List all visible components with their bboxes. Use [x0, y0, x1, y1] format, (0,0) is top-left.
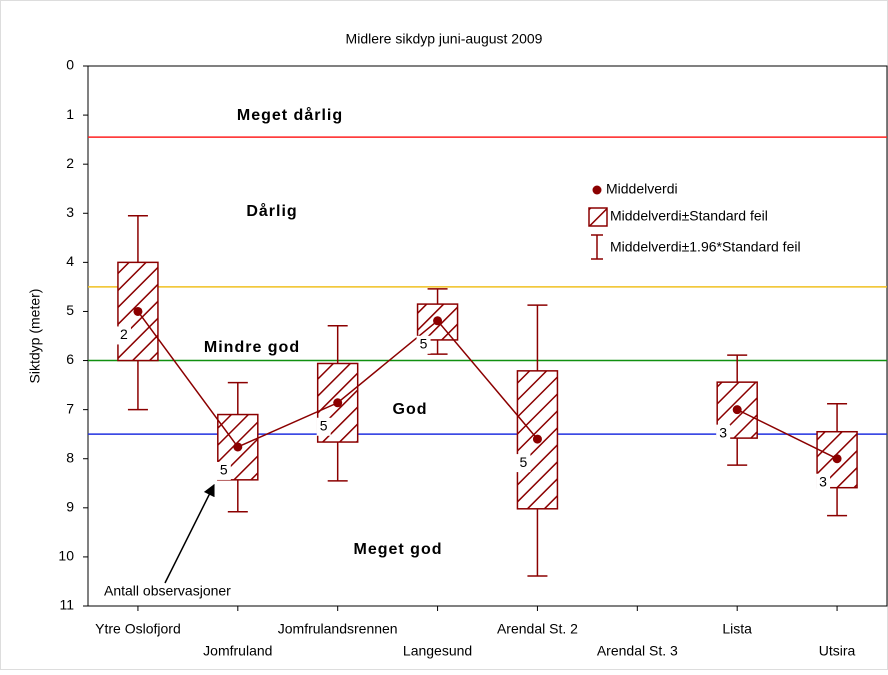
- mean-point: [133, 306, 143, 316]
- legend-marker: [588, 207, 608, 227]
- y-tick-label: 6: [66, 351, 74, 367]
- y-tick-label: 7: [66, 400, 74, 416]
- count-label: 2: [120, 326, 128, 342]
- y-tick-label: 10: [58, 548, 74, 564]
- count-label-bg: [416, 335, 431, 354]
- zone-label: Meget dårlig: [237, 106, 343, 124]
- legend-marker: [592, 185, 602, 195]
- count-label-bg: [716, 424, 731, 443]
- y-tick-label: 0: [66, 57, 74, 73]
- x-tick-label: Lista: [722, 621, 752, 637]
- legend-label: Middelverdi: [606, 181, 678, 197]
- y-tick-label: 4: [66, 253, 74, 269]
- annotation: Antall observasjoner: [104, 583, 231, 599]
- y-tick-label: 2: [66, 155, 74, 171]
- zone-label: Dårlig: [246, 202, 297, 220]
- y-tick-label: 8: [66, 449, 74, 465]
- count-label: 5: [320, 417, 328, 433]
- y-tick-label: 5: [66, 302, 74, 318]
- x-tick-label: Arendal St. 3: [597, 643, 678, 659]
- plot-area: [87, 65, 888, 607]
- count-label-bg: [816, 473, 831, 492]
- mean-point: [532, 434, 542, 444]
- mean-point: [832, 454, 842, 464]
- legend: [580, 176, 870, 266]
- x-tick-label: Langesund: [403, 643, 472, 659]
- y-tick-label: 11: [59, 597, 74, 613]
- mean-point: [233, 442, 243, 452]
- count-label: 5: [220, 462, 228, 478]
- count-label: 5: [520, 454, 528, 470]
- mean-point: [433, 316, 443, 326]
- mean-point: [732, 405, 742, 415]
- y-tick-label: 3: [66, 204, 74, 220]
- mean-point: [333, 398, 343, 408]
- count-label: 5: [420, 335, 428, 351]
- x-tick-label: Arendal St. 2: [497, 621, 578, 637]
- annotation-arrow: [164, 483, 215, 584]
- x-tick-label: Ytre Oslofjord: [95, 621, 181, 637]
- chart-title: Midlere sikdyp juni-august 2009: [346, 31, 543, 47]
- legend-label: Middelverdi±Standard feil: [610, 208, 768, 224]
- zone-label: Meget god: [354, 541, 443, 558]
- y-tick-label: 9: [66, 499, 74, 515]
- x-tick-label: Jomfruland: [203, 643, 272, 659]
- x-tick-label: Jomfrulandsrennen: [278, 621, 398, 637]
- zone-label: God: [393, 401, 428, 418]
- count-label-bg: [316, 417, 331, 436]
- count-label-bg: [516, 454, 531, 473]
- zone-label: Mindre god: [204, 339, 300, 356]
- count-label-bg: [216, 461, 231, 480]
- mean-line: [736, 408, 838, 460]
- count-label-bg: [116, 326, 131, 345]
- y-tick-label: 1: [66, 106, 74, 122]
- legend-marker: [591, 234, 603, 260]
- count-label: 3: [819, 473, 827, 489]
- x-tick-label: Utsira: [819, 643, 856, 659]
- y-axis-label: Siktdyp (meter): [27, 289, 43, 384]
- legend-label: Middelverdi±1.96*Standard feil: [610, 239, 801, 255]
- count-label: 3: [719, 424, 727, 440]
